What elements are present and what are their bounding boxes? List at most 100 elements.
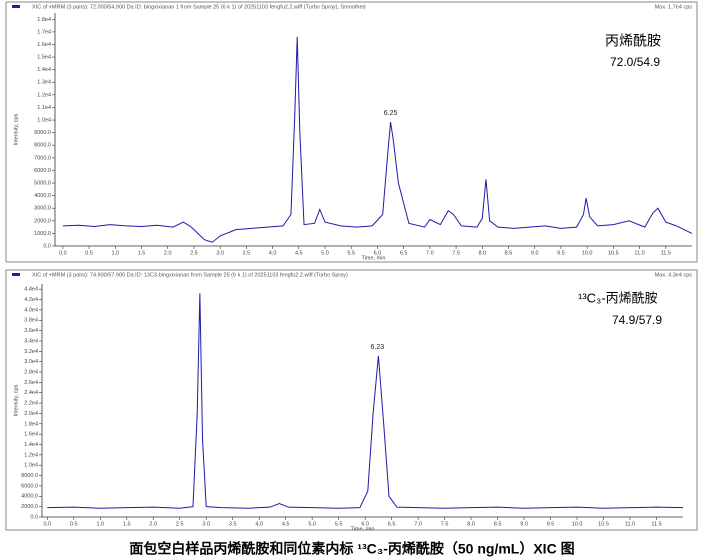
peak-label: 6.25 (384, 110, 398, 117)
x-tick-label: 10.5 (608, 250, 619, 256)
y-tick-label: 0.0 (30, 514, 38, 520)
x-tick-label: 7.5 (452, 250, 460, 256)
y-tick-label: 1.3e4 (37, 80, 51, 86)
x-tick-label: 0.5 (85, 250, 93, 256)
y-tick-label: 2.2e4 (24, 401, 38, 407)
peak-label: 6.23 (371, 344, 385, 351)
y-tick-label: 1.2e4 (37, 92, 51, 98)
x-tick-label: 9.5 (557, 250, 565, 256)
chromatogram-line (62, 36, 693, 243)
x-tick-label: 6.5 (400, 250, 408, 256)
y-tick-label: 1.2e4 (24, 452, 38, 458)
x-tick-label: 8.0 (478, 250, 486, 256)
x-tick-label: 9.0 (520, 521, 528, 527)
y-tick-label: 2.4e4 (24, 390, 38, 396)
x-tick-label: 9.0 (531, 250, 539, 256)
panel-header: XIC of +MRM (3 pairs): 74.900/57.900 Da … (32, 272, 348, 278)
panel-frame (5, 1, 698, 263)
x-tick-label: 11.5 (651, 521, 661, 527)
y-tick-label: 3.8e4 (24, 318, 38, 324)
y-tick-label: 4000.0 (21, 494, 38, 500)
x-tick-label: 3.0 (216, 250, 224, 256)
x-tick-label: 3.0 (202, 521, 210, 527)
x-tick-label: 4.0 (255, 521, 263, 527)
y-tick-label: 1.4e4 (37, 67, 51, 73)
x-tick-label: 4.5 (295, 250, 303, 256)
y-tick-label: 1.1e4 (37, 105, 51, 111)
x-tick-label: 3.5 (229, 521, 237, 527)
annotation: 丙烯酰胺 (605, 33, 661, 49)
y-axis-label: Intensity, cps (13, 113, 19, 145)
x-tick-label: 10.0 (582, 250, 593, 256)
x-tick-label: 4.5 (282, 521, 290, 527)
y-tick-label: 6000.0 (34, 168, 51, 174)
y-tick-label: 8000.0 (21, 473, 38, 479)
x-tick-label: 0.0 (43, 521, 51, 527)
y-tick-label: 2.6e4 (24, 380, 38, 386)
x-tick-label: 8.5 (505, 250, 513, 256)
x-tick-label: 11.5 (661, 250, 671, 256)
x-tick-label: 8.0 (467, 521, 475, 527)
y-tick-label: 2000.0 (34, 218, 51, 224)
y-tick-label: 1.5e4 (37, 55, 51, 61)
max-intensity: Max. 1.7e4 cps (655, 4, 693, 10)
y-tick-label: 3.4e4 (24, 338, 38, 344)
x-tick-label: 6.0 (374, 250, 382, 256)
x-tick-label: 11.0 (625, 521, 635, 527)
y-tick-label: 1.7e4 (37, 29, 51, 35)
caption: 面包空白样品丙烯酰胺和同位素内标 ¹³C₃-丙烯酰胺（50 ng/mL）XIC … (129, 541, 574, 557)
y-tick-label: 1.8e4 (24, 421, 38, 427)
y-tick-label: 3.0e4 (24, 359, 38, 365)
x-tick-label: 2.5 (176, 521, 184, 527)
y-tick-label: 1.6e4 (24, 432, 38, 438)
y-tick-label: 4.4e4 (24, 287, 38, 293)
x-tick-label: 2.0 (149, 521, 157, 527)
annotation: 72.0/54.9 (610, 55, 660, 69)
y-axis-label: Intensity, cps (13, 384, 19, 416)
chromatogram-line (47, 293, 684, 509)
panel-frame (5, 269, 698, 531)
max-intensity: Max. 4.3e4 cps (655, 272, 693, 278)
annotation: 74.9/57.9 (612, 313, 662, 327)
y-tick-label: 4000.0 (34, 193, 51, 199)
y-tick-label: 1.4e4 (24, 442, 38, 448)
legend-swatch (12, 273, 20, 276)
x-tick-label: 11.0 (634, 250, 644, 256)
x-tick-label: 2.5 (190, 250, 198, 256)
y-tick-label: 4.2e4 (24, 297, 38, 303)
y-tick-label: 3000.0 (34, 206, 51, 212)
x-tick-label: 0.0 (59, 250, 67, 256)
x-tick-label: 7.5 (441, 521, 449, 527)
y-tick-label: 1.6e4 (37, 42, 51, 48)
y-tick-label: 4.0e4 (24, 307, 38, 313)
x-tick-label: 0.5 (70, 521, 78, 527)
x-axis-label: Time, min (351, 526, 375, 532)
y-tick-label: 5000.0 (34, 180, 51, 186)
x-tick-label: 1.0 (96, 521, 104, 527)
x-tick-label: 10.0 (572, 521, 583, 527)
y-tick-label: 3.2e4 (24, 349, 38, 355)
y-tick-label: 2000.0 (21, 504, 38, 510)
y-tick-label: 9000.0 (34, 130, 51, 136)
y-tick-label: 2.0e4 (24, 411, 38, 417)
x-tick-label: 5.0 (308, 521, 316, 527)
x-tick-label: 5.5 (335, 521, 343, 527)
y-tick-label: 0.0 (43, 243, 51, 249)
panel-header: XIC of +MRM (3 pairs): 72.000/54.900 Da … (32, 4, 366, 10)
x-tick-label: 4.0 (269, 250, 277, 256)
x-axis-label: Time, min (362, 255, 386, 261)
x-tick-label: 1.5 (138, 250, 146, 256)
x-tick-label: 5.5 (347, 250, 355, 256)
y-tick-label: 6000.0 (21, 483, 38, 489)
y-tick-label: 7000.0 (34, 155, 51, 161)
x-tick-label: 5.0 (321, 250, 329, 256)
legend-swatch (12, 5, 20, 8)
y-tick-label: 1.0e4 (24, 463, 38, 469)
x-tick-label: 7.0 (414, 521, 422, 527)
x-tick-label: 8.5 (494, 521, 502, 527)
x-tick-label: 1.0 (111, 250, 119, 256)
x-tick-label: 2.0 (164, 250, 172, 256)
x-tick-label: 10.5 (598, 521, 609, 527)
